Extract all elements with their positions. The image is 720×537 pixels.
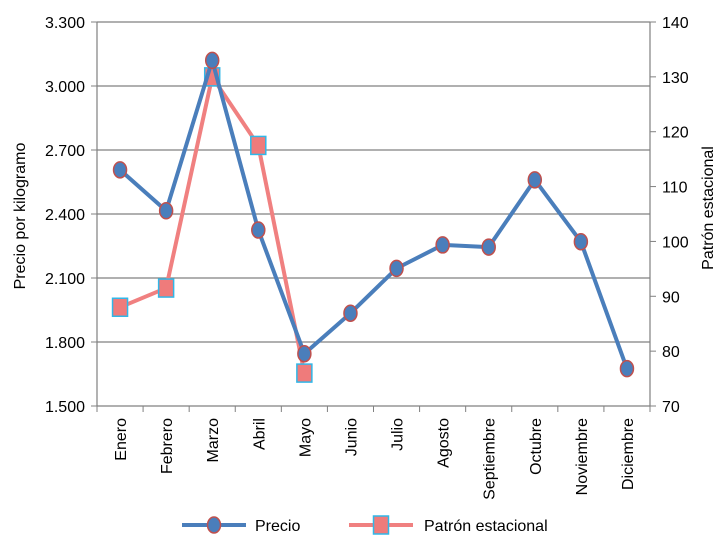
x-tick-label: Enero [113,418,130,461]
series-line [118,58,629,370]
right-tick-label: 130 [662,70,689,87]
data-point [111,297,129,318]
data-point [157,278,175,298]
right-tick-label: 100 [662,234,689,251]
right-tick-label: 140 [662,15,689,32]
series-patron-estacional [111,67,313,383]
right-tick-label: 90 [662,289,680,306]
series-line [119,74,307,374]
data-point [297,344,312,363]
data-point [481,238,496,256]
data-point [158,202,174,220]
series-precio [112,51,635,378]
x-tick-label: Abril [251,418,268,450]
legend: Precio Patrón estacional [182,515,548,535]
right-axis-title: Patrón estacional [700,146,717,270]
legend-marker-precio [206,516,222,534]
left-tick-label: 3.300 [45,15,85,32]
data-point [389,259,404,278]
left-tick-label: 3.000 [45,79,85,96]
left-axis-title: Precio por kilogramo [12,143,29,290]
data-point [296,363,313,383]
x-axis-labels: Enero Febrero Marzo Abril Mayo Junio Julio Agos… [96,406,651,500]
data-point [527,171,543,189]
data-point [250,135,267,156]
x-tick-label: Septiembre [482,418,499,500]
left-tick-label: 1.500 [45,399,85,416]
x-tick-label: Julio [390,418,407,451]
left-axis-ticks: 1.500 1.800 2.100 2.400 2.700 3.000 3.300 [45,15,97,416]
x-tick-label: Febrero [159,418,176,474]
series [111,51,635,383]
x-tick-label: Junio [343,418,360,456]
right-tick-label: 110 [662,180,688,197]
left-tick-label: 1.800 [45,335,85,352]
x-tick-label: Marzo [205,418,222,463]
x-tick-label: Mayo [297,418,314,457]
right-axis-ticks: 70 80 90 100 110 120 130 140 [650,15,689,416]
data-point [435,236,450,254]
x-tick-label: Diciembre [620,418,637,490]
left-tick-label: 2.100 [45,271,85,288]
grid [97,21,650,343]
data-point [573,232,589,251]
right-tick-label: 80 [662,344,680,361]
x-tick-label: Agosto [436,418,453,468]
legend-marker-patron [372,515,390,535]
data-point [619,359,635,378]
right-tick-label: 70 [662,399,680,416]
left-tick-label: 2.400 [45,207,85,224]
right-tick-label: 120 [662,125,689,142]
data-point [251,221,266,239]
x-tick-label: Noviembre [574,418,591,495]
legend-label-patron: Patrón estacional [424,518,548,535]
data-point [112,161,128,179]
x-tick-label: Octubre [528,418,545,475]
data-point [343,304,358,322]
data-point [204,51,220,70]
left-tick-label: 2.700 [45,143,85,160]
legend-label-precio: Precio [255,518,300,535]
